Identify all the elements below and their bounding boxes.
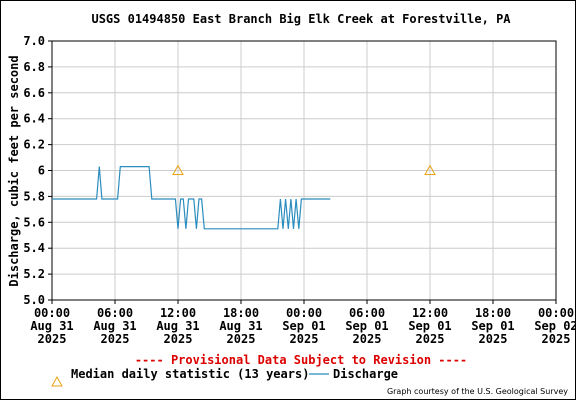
x-tick-label: Aug 31 [219, 319, 262, 333]
x-tick-label: Aug 31 [93, 319, 136, 333]
x-tick-label: Sep 02 [534, 319, 575, 333]
x-tick-label: 2025 [290, 332, 319, 346]
x-tick-label: 00:00 [286, 306, 322, 320]
y-tick-label: 6.8 [23, 60, 45, 74]
median-triangle-legend-icon [51, 375, 63, 387]
x-tick-label: Sep 01 [345, 319, 388, 333]
x-tick-label: Sep 01 [471, 319, 514, 333]
x-tick-label: Sep 01 [282, 319, 325, 333]
x-tick-label: 12:00 [160, 306, 196, 320]
x-tick-label: 2025 [164, 332, 193, 346]
x-tick-label: 06:00 [349, 306, 385, 320]
y-axis-label: Discharge, cubic feet per second [7, 55, 21, 286]
x-tick-label: Aug 31 [156, 319, 199, 333]
chart-title: USGS 01494850 East Branch Big Elk Creek … [91, 12, 511, 26]
y-tick-label: 6.2 [23, 138, 45, 152]
x-tick-label: 2025 [101, 332, 130, 346]
y-tick-label: 5.8 [23, 189, 45, 203]
discharge-series-line [52, 166, 331, 230]
x-tick-label: 18:00 [475, 306, 511, 320]
x-tick-label: 00:00 [34, 306, 70, 320]
x-tick-label: 2025 [38, 332, 67, 346]
y-tick-label: 6.6 [23, 86, 45, 100]
legend-median-label: Median daily statistic (13 years) [71, 367, 309, 381]
x-tick-label: 00:00 [538, 306, 574, 320]
y-tick-label: 5.0 [23, 293, 45, 307]
x-tick-label: 2025 [479, 332, 508, 346]
legend-discharge-label: Discharge [333, 367, 398, 381]
x-tick-label: Aug 31 [30, 319, 73, 333]
chart-legend: Median daily statistic (13 years) Discha… [51, 367, 398, 387]
x-tick-label: 2025 [227, 332, 256, 346]
y-axis-ticks: 5.0 5.2 5.4 5.6 5.8 6 6.2 6.4 6.6 6.8 7.0 [23, 34, 52, 307]
x-tick-label: Sep 01 [408, 319, 451, 333]
median-statistic-point [424, 164, 436, 175]
x-tick-label: 12:00 [412, 306, 448, 320]
x-tick-label: 2025 [416, 332, 445, 346]
y-tick-label: 7.0 [23, 34, 45, 48]
x-tick-label: 2025 [542, 332, 571, 346]
chart-series [52, 164, 436, 230]
x-tick-label: 06:00 [97, 306, 133, 320]
y-tick-label: 5.6 [23, 215, 45, 229]
y-tick-label: 6 [38, 164, 45, 178]
y-tick-label: 5.2 [23, 267, 45, 281]
x-tick-label: 18:00 [223, 306, 259, 320]
x-tick-label: 2025 [353, 332, 382, 346]
provisional-data-notice: ---- Provisional Data Subject to Revisio… [135, 353, 467, 367]
usgs-credit: Graph courtesy of the U.S. Geological Su… [387, 387, 568, 396]
plot-grid [51, 40, 557, 301]
y-tick-label: 5.4 [23, 241, 45, 255]
y-tick-label: 6.4 [23, 112, 45, 126]
median-statistic-point [172, 164, 184, 175]
